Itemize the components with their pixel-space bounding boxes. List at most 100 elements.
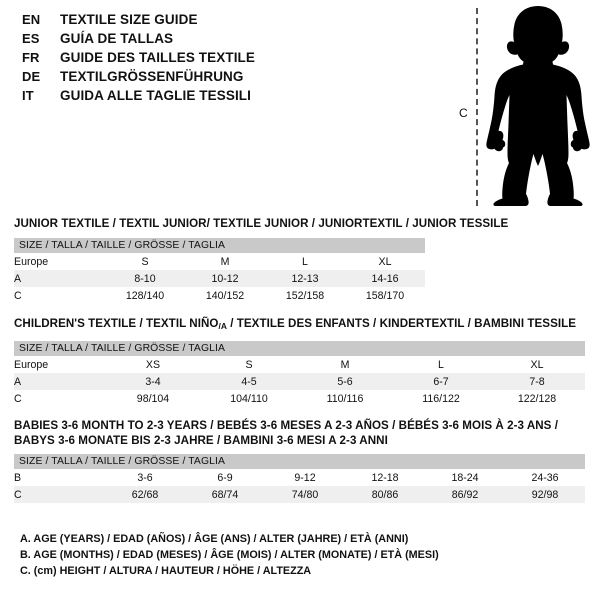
section-babies-textile: BABIES 3-6 MONTH TO 2-3 YEARS / BEBÉS 3-… xyxy=(14,418,586,503)
language-row-de: DE TEXTILGRÖSSENFÜHRUNG xyxy=(22,69,255,88)
size-bar-label: SIZE / TALLA / TAILLE / GRÖSSE / TAGLIA xyxy=(14,341,585,356)
cell-value: 3-4 xyxy=(105,373,201,390)
size-bar-label: SIZE / TALLA / TAILLE / GRÖSSE / TAGLIA xyxy=(14,238,426,253)
cell-value: 3-6 xyxy=(105,469,185,486)
table-row: C 62/68 68/74 74/80 80/86 86/92 92/98 xyxy=(14,486,586,503)
cell-value: 10-12 xyxy=(185,270,265,287)
cell-value: 158/170 xyxy=(345,287,426,304)
cell-value: S xyxy=(201,356,297,373)
cell-value: 14-16 xyxy=(345,270,426,287)
table-header-bar: SIZE / TALLA / TAILLE / GRÖSSE / TAGLIA xyxy=(14,238,426,253)
cell-value: XL xyxy=(489,356,585,373)
section-title-children: CHILDREN'S TEXTILE / TEXTIL NIÑO/A / TEX… xyxy=(14,316,585,334)
cell-value: M xyxy=(185,253,265,270)
cell-value: 86/92 xyxy=(425,486,505,503)
language-row-it: IT GUIDA ALLE TAGLIE TESSILI xyxy=(22,88,255,107)
language-code: EN xyxy=(22,12,41,27)
cell-value: 18-24 xyxy=(425,469,505,486)
row-label: Europe xyxy=(14,356,105,373)
row-label: C xyxy=(14,287,105,304)
language-title-block: EN TEXTILE SIZE GUIDE ES GUÍA DE TALLAS … xyxy=(22,12,255,107)
row-label: C xyxy=(14,390,105,407)
cell-value: 140/152 xyxy=(185,287,265,304)
section-childrens-textile: CHILDREN'S TEXTILE / TEXTIL NIÑO/A / TEX… xyxy=(14,316,585,407)
row-label: C xyxy=(14,486,105,503)
legend-line-b: B. AGE (MONTHS) / EDAD (MESES) / ÂGE (MO… xyxy=(20,549,439,561)
cell-value: 12-13 xyxy=(265,270,345,287)
table-row: C 128/140 140/152 152/158 158/170 xyxy=(14,287,426,304)
cell-value: XL xyxy=(345,253,426,270)
language-title: GUIDE DES TAILLES TEXTILE xyxy=(60,50,256,65)
cell-value: 8-10 xyxy=(105,270,185,287)
table-junior-textile: SIZE / TALLA / TAILLE / GRÖSSE / TAGLIA … xyxy=(14,238,426,304)
language-code: IT xyxy=(22,88,34,103)
table-row: A 3-4 4-5 5-6 6-7 7-8 xyxy=(14,373,585,390)
table-header-bar: SIZE / TALLA / TAILLE / GRÖSSE / TAGLIA xyxy=(14,454,586,469)
cell-value: S xyxy=(105,253,185,270)
table-header-bar: SIZE / TALLA / TAILLE / GRÖSSE / TAGLIA xyxy=(14,341,585,356)
cell-value: L xyxy=(265,253,345,270)
height-measure-dashed-line xyxy=(476,8,478,206)
cell-value: 24-36 xyxy=(505,469,586,486)
cell-value: 152/158 xyxy=(265,287,345,304)
cell-value: 98/104 xyxy=(105,390,201,407)
cell-value: M xyxy=(297,356,393,373)
table-row: B 3-6 6-9 9-12 12-18 18-24 24-36 xyxy=(14,469,586,486)
language-title: GUIDA ALLE TAGLIE TESSILI xyxy=(60,88,251,103)
language-code: DE xyxy=(22,69,41,84)
row-label: A xyxy=(14,270,105,287)
table-row: A 8-10 10-12 12-13 14-16 xyxy=(14,270,426,287)
cell-value: 6-7 xyxy=(393,373,489,390)
cell-value: 6-9 xyxy=(185,469,265,486)
language-title: TEXTILE SIZE GUIDE xyxy=(60,12,198,27)
table-babies-textile: SIZE / TALLA / TAILLE / GRÖSSE / TAGLIA … xyxy=(14,454,586,503)
cell-value: 12-18 xyxy=(345,469,425,486)
cell-value: 4-5 xyxy=(201,373,297,390)
table-childrens-textile: SIZE / TALLA / TAILLE / GRÖSSE / TAGLIA … xyxy=(14,341,585,407)
section-title-children-sub: /A xyxy=(218,321,227,331)
language-code: ES xyxy=(22,31,40,46)
table-row: Europe S M L XL xyxy=(14,253,426,270)
language-row-es: ES GUÍA DE TALLAS xyxy=(22,31,255,50)
table-row: C 98/104 104/110 110/116 116/122 122/128 xyxy=(14,390,585,407)
language-title: TEXTILGRÖSSENFÜHRUNG xyxy=(60,69,244,84)
cell-value: XS xyxy=(105,356,201,373)
child-silhouette-icon xyxy=(486,6,590,206)
row-label: Europe xyxy=(14,253,105,270)
language-title: GUÍA DE TALLAS xyxy=(60,31,174,46)
language-row-fr: FR GUIDE DES TAILLES TEXTILE xyxy=(22,50,255,69)
cell-value: L xyxy=(393,356,489,373)
row-label: A xyxy=(14,373,105,390)
section-title-junior: JUNIOR TEXTILE / TEXTIL JUNIOR/ TEXTILE … xyxy=(14,217,509,230)
cell-value: 104/110 xyxy=(201,390,297,407)
cell-value: 62/68 xyxy=(105,486,185,503)
cell-value: 122/128 xyxy=(489,390,585,407)
section-title-children-pre: CHILDREN'S TEXTILE / TEXTIL NIÑO xyxy=(14,317,219,330)
legend-line-c: C. (cm) HEIGHT / ALTURA / HAUTEUR / HÖHE… xyxy=(20,565,312,577)
row-label: B xyxy=(14,469,105,486)
cell-value: 68/74 xyxy=(185,486,265,503)
cell-value: 128/140 xyxy=(105,287,185,304)
language-code: FR xyxy=(22,50,40,65)
section-title-babies-line2: BABYS 3-6 MONATE BIS 2-3 JAHRE / BAMBINI… xyxy=(14,434,388,447)
section-title-babies-line1: BABIES 3-6 MONTH TO 2-3 YEARS / BEBÉS 3-… xyxy=(14,419,559,432)
cell-value: 110/116 xyxy=(297,390,393,407)
cell-value: 80/86 xyxy=(345,486,425,503)
size-bar-label: SIZE / TALLA / TAILLE / GRÖSSE / TAGLIA xyxy=(14,454,586,469)
cell-value: 5-6 xyxy=(297,373,393,390)
language-row-en: EN TEXTILE SIZE GUIDE xyxy=(22,12,255,31)
height-measurement-figure: C xyxy=(440,0,600,215)
cell-value: 74/80 xyxy=(265,486,345,503)
section-title-children-post: / TEXTILE DES ENFANTS / KINDERTEXTIL / B… xyxy=(226,317,577,330)
cell-value: 9-12 xyxy=(265,469,345,486)
measure-label-c: C xyxy=(459,106,468,120)
legend-block: A. AGE (YEARS) / EDAD (AÑOS) / ÂGE (ANS)… xyxy=(20,531,439,579)
section-junior-textile: JUNIOR TEXTILE / TEXTIL JUNIOR/ TEXTILE … xyxy=(14,216,509,304)
table-row: Europe XS S M L XL xyxy=(14,356,585,373)
cell-value: 92/98 xyxy=(505,486,586,503)
cell-value: 7-8 xyxy=(489,373,585,390)
legend-line-a: A. AGE (YEARS) / EDAD (AÑOS) / ÂGE (ANS)… xyxy=(20,533,409,545)
cell-value: 116/122 xyxy=(393,390,489,407)
section-title-babies: BABIES 3-6 MONTH TO 2-3 YEARS / BEBÉS 3-… xyxy=(14,418,585,448)
